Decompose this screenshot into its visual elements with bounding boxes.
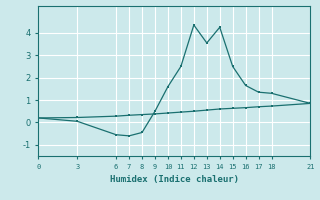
X-axis label: Humidex (Indice chaleur): Humidex (Indice chaleur) xyxy=(110,175,239,184)
